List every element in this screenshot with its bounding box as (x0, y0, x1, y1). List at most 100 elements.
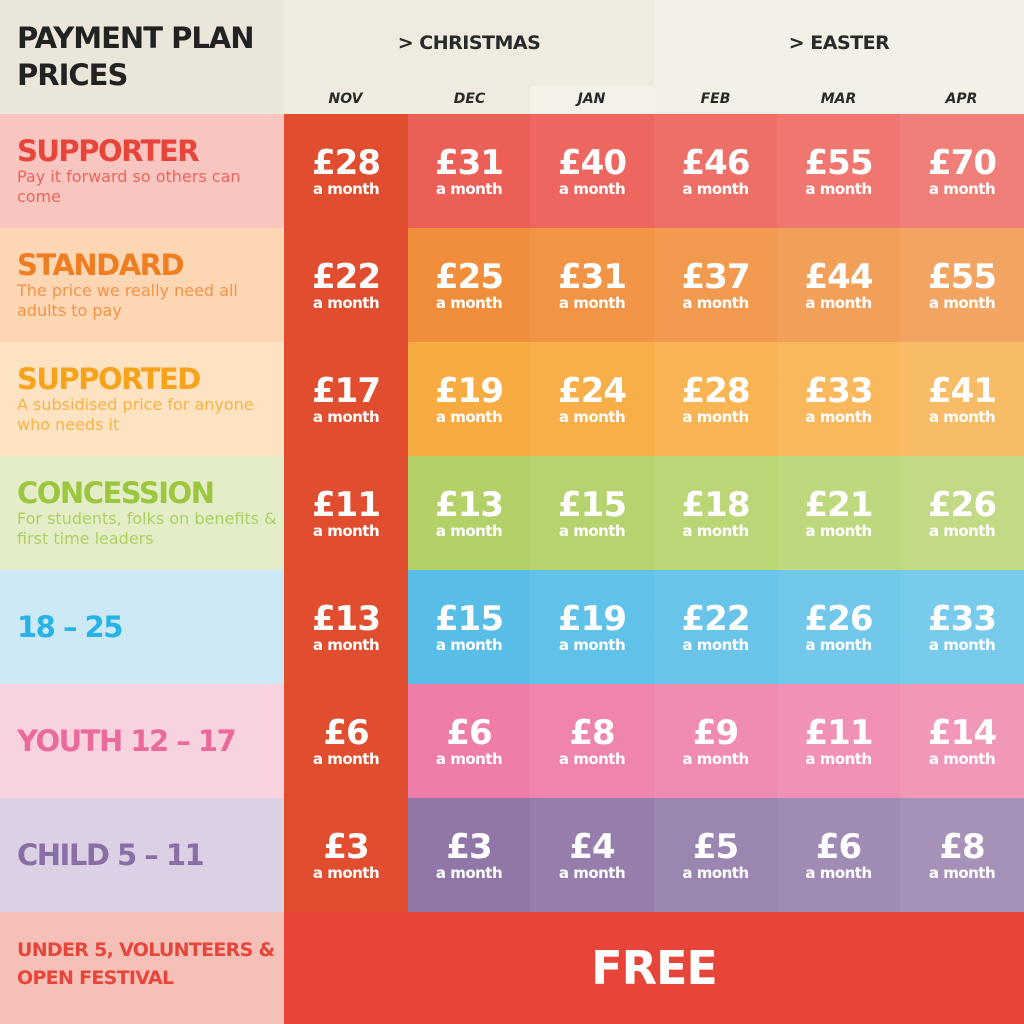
page-title: PAYMENT PLAN PRICES (0, 0, 284, 114)
price: £3 (446, 827, 492, 867)
price-unit: a month (558, 636, 626, 654)
price-unit: a month (435, 864, 503, 882)
price-cell: £13 a month (408, 456, 530, 570)
price-unit: a month (682, 864, 749, 882)
price-unit: a month (805, 408, 872, 426)
price-cell: £14 a month (900, 684, 1024, 798)
price-unit: a month (435, 180, 503, 198)
price-cell: £22 a month (654, 570, 777, 684)
price-unit: a month (312, 522, 380, 540)
price-cell: £25 a month (408, 228, 530, 342)
price: £33 (804, 371, 874, 411)
price-unit: a month (805, 750, 872, 768)
price: £18 (681, 485, 751, 525)
price-cell: £26 a month (900, 456, 1024, 570)
price-unit: a month (682, 522, 749, 540)
price: £19 (558, 599, 627, 639)
price-unit: a month (558, 864, 626, 882)
price-cell: £4 a month (530, 798, 654, 912)
price-cell: £11 a month (284, 456, 408, 570)
price: £31 (558, 257, 627, 297)
month-header-jan: JAN (577, 91, 606, 107)
price: £8 (939, 827, 985, 867)
price: £14 (928, 713, 997, 753)
price-unit: a month (805, 636, 872, 654)
tier-description: For students, folks on benefits & first … (17, 509, 277, 548)
price: £46 (681, 143, 751, 183)
price-cell: £9 a month (654, 684, 777, 798)
tier-name: STANDARD (17, 248, 185, 282)
price: £22 (681, 599, 751, 639)
jan-header-bg (530, 86, 654, 114)
price: £11 (804, 713, 874, 753)
price-cell: £6 a month (284, 684, 408, 798)
price: £21 (804, 485, 874, 525)
price-cell: £33 a month (777, 342, 900, 456)
tier-description: A subsidised price for anyone who needs … (17, 395, 254, 434)
price-cell: £22 a month (284, 228, 408, 342)
price-unit: a month (558, 180, 626, 198)
price-unit: a month (928, 522, 996, 540)
price: £19 (435, 371, 504, 411)
price-cell: £55 a month (900, 228, 1024, 342)
price-cell: £19 a month (530, 570, 654, 684)
price-cell: £21 a month (777, 456, 900, 570)
price: £11 (312, 485, 381, 525)
month-header-feb: FEB (700, 91, 731, 107)
price-unit: a month (435, 636, 503, 654)
price-cell: £31 a month (530, 228, 654, 342)
price-unit: a month (435, 294, 503, 312)
tier-name: YOUTH 12 – 17 (17, 724, 237, 758)
christmas-header-bg (284, 0, 654, 86)
price-unit: a month (805, 294, 872, 312)
price-cell: £28 a month (654, 342, 777, 456)
price: £4 (569, 827, 615, 867)
tier-label: CONCESSION For students, folks on benefit… (0, 456, 284, 570)
price-unit: a month (682, 636, 749, 654)
price-unit: a month (558, 408, 626, 426)
price-unit: a month (312, 864, 380, 882)
price: £55 (928, 257, 997, 297)
price-cell: £55 a month (777, 114, 900, 228)
price-cell: £24 a month (530, 342, 654, 456)
price-unit: a month (682, 408, 749, 426)
price-unit: a month (928, 864, 996, 882)
price-unit: a month (928, 636, 996, 654)
price: £26 (928, 485, 997, 525)
tier-label: CHILD 5 – 11 (0, 798, 284, 912)
price-cell: £26 a month (777, 570, 900, 684)
price: £13 (312, 599, 381, 639)
tier-name: SUPPORTED (17, 362, 201, 396)
tier-name: CHILD 5 – 11 (17, 838, 205, 872)
price-unit: a month (682, 750, 749, 768)
price: £15 (558, 485, 627, 525)
price: £44 (804, 257, 874, 297)
price-unit: a month (928, 408, 996, 426)
tier-label: SUPPORTER Pay it forward so others can co… (0, 114, 284, 228)
price-unit: a month (312, 294, 380, 312)
price-unit: a month (435, 750, 503, 768)
price: £40 (558, 143, 627, 183)
price-unit: a month (435, 408, 503, 426)
price: £28 (312, 143, 381, 183)
price-cell: £40 a month (530, 114, 654, 228)
period-easter: > EASTER (788, 32, 890, 54)
price-cell: £28 a month (284, 114, 408, 228)
tier-label: 18 – 25 (0, 570, 284, 684)
price-unit: a month (312, 636, 380, 654)
price: £55 (804, 143, 874, 183)
price-unit: a month (558, 294, 626, 312)
price-cell: £37 a month (654, 228, 777, 342)
price: £17 (312, 371, 381, 411)
price: £6 (323, 713, 369, 753)
price-cell: £18 a month (654, 456, 777, 570)
price-unit: a month (312, 180, 380, 198)
free-row-label: UNDER 5, VOLUNTEERS & OPEN FESTIVAL (0, 912, 284, 1024)
price: £31 (435, 143, 504, 183)
tier-label: SUPPORTED A subsidised price for anyone w… (0, 342, 284, 456)
price-unit: a month (928, 750, 996, 768)
price-cell: £6 a month (408, 684, 530, 798)
price-cell: £44 a month (777, 228, 900, 342)
price-cell: £15 a month (408, 570, 530, 684)
price-unit: a month (805, 180, 872, 198)
